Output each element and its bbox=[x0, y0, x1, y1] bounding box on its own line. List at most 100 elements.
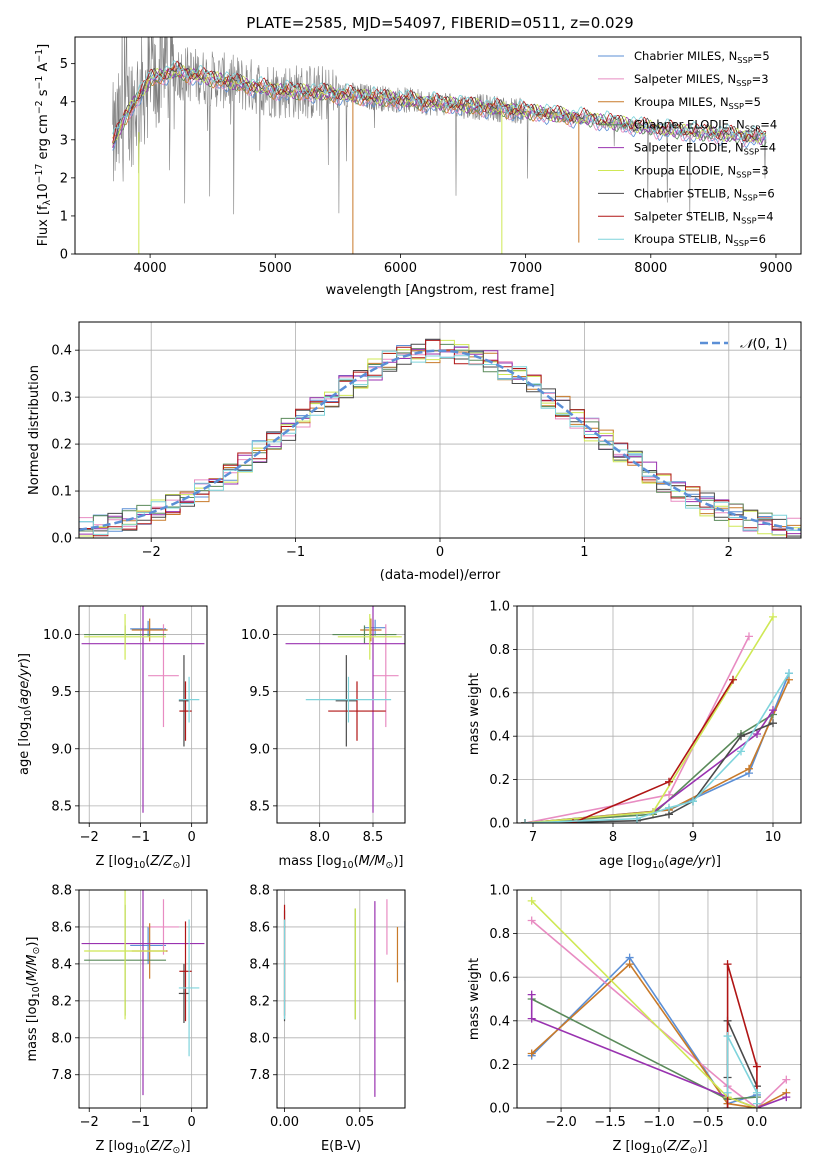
model-kroupa-miles bbox=[112, 66, 579, 139]
line-chabrier-miles bbox=[524, 673, 790, 823]
x-tick-label: 8.0 bbox=[309, 830, 330, 845]
errorbar-kroupa-stelib bbox=[178, 676, 200, 723]
y-tick-label: 9.5 bbox=[51, 685, 72, 700]
y-tick-label: 10.0 bbox=[241, 628, 270, 643]
errorbar-salpeter-elodie bbox=[81, 890, 205, 1096]
errorbar-chabrier-stelib bbox=[178, 963, 190, 1024]
marker-salpeter-stelib bbox=[723, 1104, 732, 1108]
plot-area-age_vs_Z bbox=[81, 606, 205, 813]
marker-kroupa-stelib bbox=[723, 1088, 732, 1097]
axes-frame bbox=[276, 605, 406, 824]
line-kroupa-elodie bbox=[531, 900, 758, 1108]
x-tick-label: 2 bbox=[725, 545, 733, 560]
y-axis-label: mass [log10(M/M⊙)] bbox=[25, 937, 42, 1062]
y-tick-label: 0.3 bbox=[51, 391, 72, 406]
marker-salpeter-elodie bbox=[753, 730, 761, 739]
errorbar-salpeter-miles bbox=[373, 624, 399, 728]
plot-area-mass_vs_Z bbox=[81, 890, 205, 1096]
line-chabrier-miles bbox=[531, 956, 758, 1105]
marker-kroupa-stelib bbox=[633, 814, 641, 823]
marker-kroupa-miles bbox=[527, 1049, 536, 1058]
y-tick-label: 9.0 bbox=[51, 742, 72, 757]
x-tick-label: 0.00 bbox=[270, 1115, 299, 1130]
x-tick-label: 4000 bbox=[134, 261, 167, 276]
marker-chabrier-stelib bbox=[737, 732, 745, 741]
marker-chabrier-stelib bbox=[769, 719, 777, 728]
y-tick-label: 8.2 bbox=[249, 994, 270, 1009]
plot-area-residual_histogram bbox=[79, 338, 801, 538]
marker-kroupa-stelib bbox=[665, 803, 673, 812]
y-tick-label: 8.4 bbox=[51, 957, 72, 972]
x-tick-label: 0 bbox=[187, 830, 195, 845]
marker-kroupa-stelib bbox=[752, 1099, 761, 1108]
marker-salpeter-stelib bbox=[665, 777, 673, 786]
y-tick-label: 8.5 bbox=[249, 799, 270, 814]
errorbar-kroupa-miles bbox=[360, 618, 382, 642]
normal-distribution-curve bbox=[79, 349, 801, 532]
y-tick-label: 0.8 bbox=[489, 643, 510, 658]
line-salpeter-stelib bbox=[726, 963, 758, 1108]
marker-salpeter-elodie bbox=[782, 1093, 791, 1102]
axes-massweight_vs_Z: −2.0 −1.5 −1.0 −0.5 0.0 0.0 0.2 0.4 0.6 0.8 1.0 Z [… bbox=[467, 884, 802, 1156]
y-tick-label: 1.0 bbox=[489, 600, 510, 615]
legend-label: Chabrier STELIB, NSSP=6 bbox=[634, 186, 775, 202]
x-tick-label: −2 bbox=[142, 545, 161, 560]
series-kroupa-elodie bbox=[521, 612, 777, 823]
marker-salpeter-elodie bbox=[527, 1014, 536, 1023]
x-axis-label: wavelength [Angstrom, rest frame] bbox=[326, 283, 555, 298]
series-salpeter-stelib bbox=[521, 675, 737, 823]
marker-salpeter-elodie bbox=[769, 706, 777, 715]
y-tick-label: 7.8 bbox=[249, 1068, 270, 1083]
x-tick-label: 8000 bbox=[634, 261, 667, 276]
x-tick-label: 9000 bbox=[759, 261, 792, 276]
plot-area-mass_vs_EBV bbox=[283, 899, 405, 1097]
y-tick-label: 0.6 bbox=[489, 686, 510, 701]
y-tick-label: 4 bbox=[60, 95, 68, 110]
x-axis-label: (data-model)/error bbox=[380, 568, 501, 583]
line-chabrier-elodie bbox=[524, 713, 774, 823]
marker-kroupa-stelib bbox=[785, 669, 793, 678]
axes-massweight_vs_age: 7 8 9 10 0.0 0.2 0.4 0.6 0.8 1.0 age [log10(age/yr… bbox=[467, 600, 802, 871]
legend-label: Chabrier MILES, NSSP=5 bbox=[634, 49, 770, 65]
x-tick-label: 0.0 bbox=[747, 1115, 768, 1130]
y-tick-label: 0.4 bbox=[489, 730, 510, 745]
x-axis-label: Z [log10(Z/Z⊙)] bbox=[95, 854, 190, 871]
marker-salpeter-stelib bbox=[569, 819, 577, 823]
marker-kroupa-elodie bbox=[769, 612, 777, 621]
legend-label: Salpeter ELODIE, NSSP=4 bbox=[634, 141, 776, 157]
x-tick-label: 5000 bbox=[259, 261, 292, 276]
y-axis-label: mass weight bbox=[467, 958, 482, 1040]
axes-frame bbox=[74, 36, 802, 255]
legend-label: Kroupa ELODIE, NSSP=3 bbox=[634, 164, 769, 180]
plot-area-spectrum bbox=[112, 37, 767, 254]
axes-frame bbox=[78, 321, 802, 539]
errorbar-salpeter-miles bbox=[148, 899, 179, 955]
y-tick-label: 8.5 bbox=[51, 799, 72, 814]
legend-label: Chabrier ELODIE, NSSP=4 bbox=[634, 118, 777, 134]
marker-salpeter-stelib bbox=[723, 960, 732, 969]
errorbar-salpeter-stelib bbox=[179, 921, 192, 1022]
y-tick-label: 0.1 bbox=[51, 485, 72, 500]
errorbar-kroupa-elodie bbox=[84, 890, 167, 1020]
y-tick-label: 0.0 bbox=[489, 1102, 510, 1117]
y-tick-label: 7.8 bbox=[51, 1068, 72, 1083]
series-kroupa-stelib bbox=[521, 669, 793, 823]
errorbar-salpeter-stelib bbox=[179, 681, 192, 741]
legend-label: 𝒩(0, 1) bbox=[740, 337, 787, 352]
line-salpeter-miles bbox=[531, 919, 787, 1108]
marker-salpeter-elodie bbox=[527, 990, 536, 999]
x-tick-label: −2.0 bbox=[545, 1115, 577, 1130]
y-tick-label: 8.6 bbox=[51, 920, 72, 935]
line-kroupa-elodie bbox=[524, 616, 774, 823]
legend-label: Kroupa MILES, NSSP=5 bbox=[634, 95, 761, 111]
marker-kroupa-miles bbox=[625, 960, 634, 969]
axes-age_vs_mass: 8.0 8.5 8.5 9.0 9.5 10.0 mass [log10(M/M⊙)] bbox=[241, 605, 406, 871]
marker-salpeter-stelib bbox=[729, 675, 737, 684]
chart-title: PLATE=2585, MJD=54097, FIBERID=0511, z=0… bbox=[246, 14, 633, 32]
x-tick-label: −1.0 bbox=[643, 1115, 675, 1130]
x-tick-label: −1 bbox=[131, 1115, 150, 1130]
marker-salpeter-miles bbox=[745, 632, 753, 641]
marker-salpeter-miles bbox=[527, 916, 536, 925]
x-axis-label: mass [log10(M/M⊙)] bbox=[279, 854, 404, 871]
line-salpeter-stelib bbox=[525, 679, 734, 823]
